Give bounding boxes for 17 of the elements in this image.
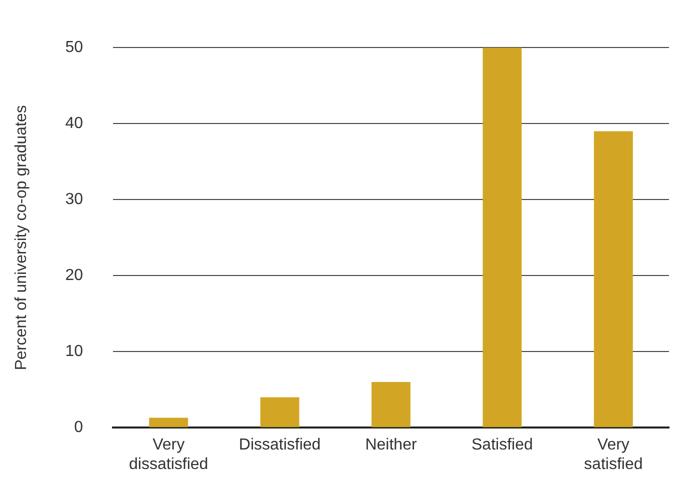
- y-tick-label: 0: [74, 419, 84, 436]
- y-tick-label: 20: [65, 267, 84, 284]
- y-tick-label: 50: [65, 39, 84, 56]
- bar: [149, 418, 188, 428]
- x-tick-label: Neither: [365, 436, 418, 454]
- y-tick-label: 30: [65, 191, 84, 208]
- x-tick-label: Very satisfied: [584, 436, 643, 473]
- bar: [482, 48, 522, 428]
- x-tick-label: Satisfied: [472, 436, 533, 454]
- bar: [260, 397, 300, 428]
- bar: [372, 382, 410, 428]
- y-tick-label: 10: [65, 343, 84, 360]
- x-tick-label: Dissatisfied: [238, 436, 321, 454]
- bar: [594, 131, 633, 428]
- y-axis-title: Percent of university co-op graduates: [13, 105, 30, 370]
- y-tick-label: 40: [65, 115, 84, 132]
- x-tick-label: Very dissatisfied: [129, 436, 208, 473]
